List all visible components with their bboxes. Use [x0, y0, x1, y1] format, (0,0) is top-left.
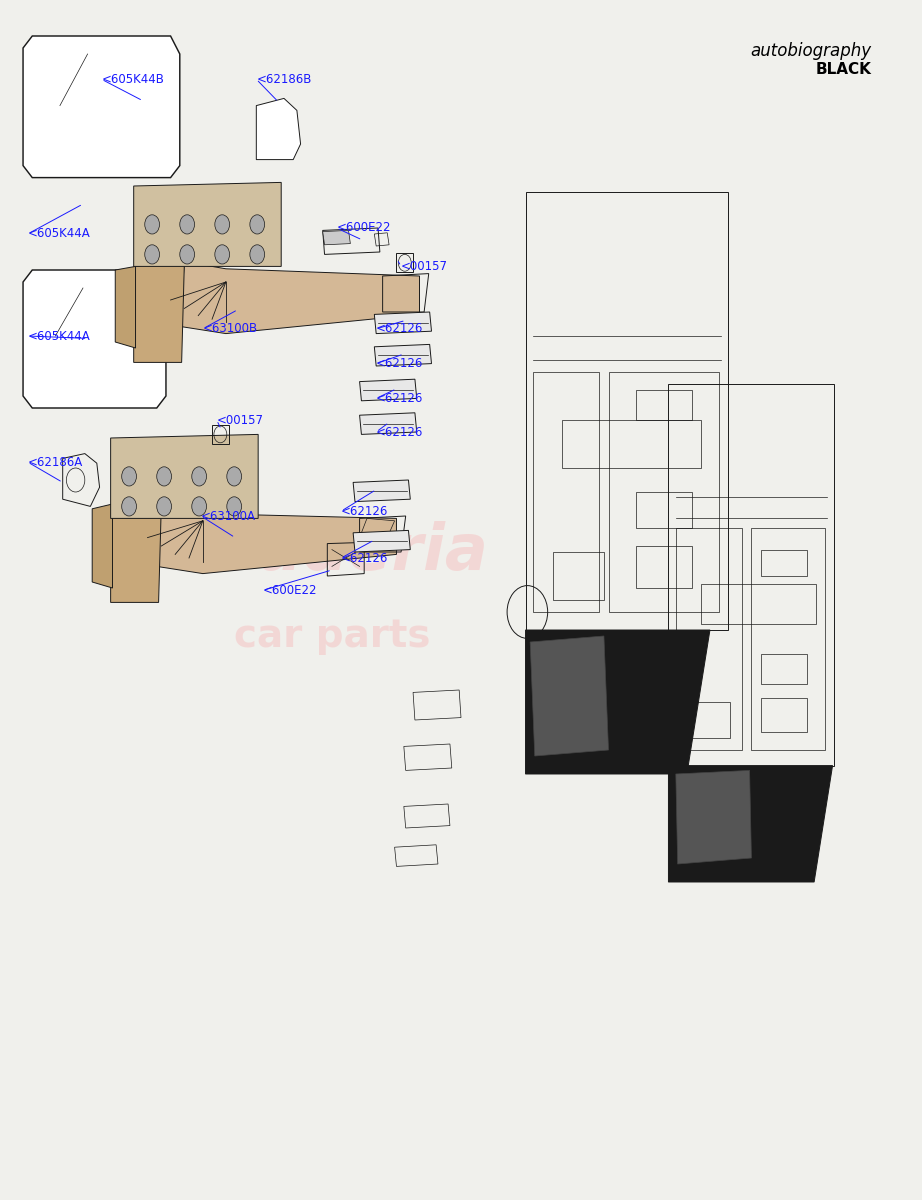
Polygon shape	[676, 770, 751, 864]
Polygon shape	[134, 182, 281, 266]
Text: <600E22: <600E22	[263, 584, 317, 596]
Text: <62126: <62126	[376, 392, 423, 404]
Bar	[761, 550, 807, 576]
Bar	[636, 546, 692, 588]
Text: <62126: <62126	[376, 323, 423, 335]
Text: <605K44A: <605K44A	[28, 228, 90, 240]
Polygon shape	[111, 504, 161, 602]
Circle shape	[180, 245, 195, 264]
Text: BLACK: BLACK	[815, 62, 871, 77]
Polygon shape	[157, 504, 396, 574]
Polygon shape	[530, 636, 609, 756]
Bar	[636, 390, 692, 420]
Circle shape	[192, 497, 207, 516]
Bar	[562, 420, 701, 468]
Circle shape	[145, 215, 160, 234]
Circle shape	[250, 245, 265, 264]
Circle shape	[192, 467, 207, 486]
Bar	[692, 702, 730, 738]
Polygon shape	[180, 262, 420, 334]
Text: <62186A: <62186A	[28, 456, 83, 468]
Text: souderia: souderia	[175, 521, 489, 583]
Text: autobiography: autobiography	[751, 42, 871, 60]
Circle shape	[122, 467, 136, 486]
Polygon shape	[526, 630, 710, 774]
Text: <00157: <00157	[217, 414, 264, 426]
Circle shape	[122, 497, 136, 516]
Circle shape	[227, 467, 242, 486]
Bar	[701, 584, 816, 624]
Circle shape	[227, 497, 242, 516]
Polygon shape	[256, 98, 301, 160]
Polygon shape	[374, 344, 431, 366]
Text: <605K44A: <605K44A	[28, 330, 90, 342]
Bar	[761, 654, 807, 684]
Circle shape	[215, 245, 230, 264]
Text: <63100B: <63100B	[203, 323, 258, 335]
Text: <605K44B: <605K44B	[101, 73, 164, 85]
Text: <00157: <00157	[401, 260, 448, 272]
Polygon shape	[360, 379, 417, 401]
Circle shape	[180, 215, 195, 234]
Circle shape	[215, 215, 230, 234]
Circle shape	[157, 467, 171, 486]
Polygon shape	[374, 312, 431, 334]
Text: <62186B: <62186B	[256, 73, 312, 85]
Text: <62126: <62126	[341, 505, 388, 517]
Polygon shape	[111, 434, 258, 518]
Polygon shape	[360, 413, 417, 434]
Polygon shape	[92, 504, 112, 588]
Bar	[636, 492, 692, 528]
Polygon shape	[23, 270, 166, 408]
Polygon shape	[353, 480, 410, 502]
Polygon shape	[323, 230, 350, 245]
Polygon shape	[134, 262, 184, 362]
Text: <62126: <62126	[341, 552, 388, 564]
Polygon shape	[23, 36, 180, 178]
Bar	[553, 552, 604, 600]
Text: <62126: <62126	[376, 426, 423, 438]
Bar	[761, 698, 807, 732]
Circle shape	[157, 497, 171, 516]
Text: <600E22: <600E22	[337, 222, 391, 234]
Text: <63100A: <63100A	[201, 510, 256, 522]
Circle shape	[145, 245, 160, 264]
Polygon shape	[353, 530, 410, 552]
Circle shape	[250, 215, 265, 234]
Polygon shape	[115, 266, 136, 348]
Text: <62126: <62126	[376, 358, 423, 370]
Polygon shape	[668, 766, 833, 882]
Text: car parts: car parts	[233, 617, 431, 655]
